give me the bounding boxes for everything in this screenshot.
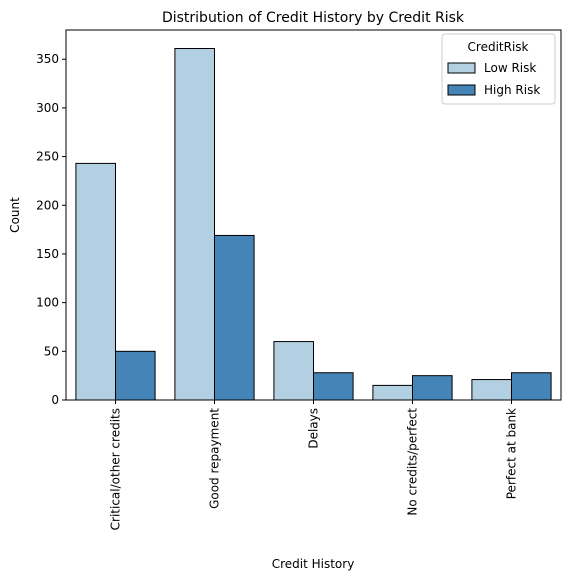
bar-low-risk xyxy=(75,162,116,401)
legend: CreditRisk Low Risk High Risk xyxy=(441,33,556,105)
y-tick-label: 350 xyxy=(36,52,59,66)
y-tick-label: 200 xyxy=(36,198,59,212)
x-axis-label: Credit History xyxy=(272,557,355,571)
x-tick-label: Perfect at bank xyxy=(505,408,519,499)
y-tick-label: 150 xyxy=(36,247,59,261)
y-axis-label: Count xyxy=(8,197,22,233)
bar-low-risk xyxy=(372,384,413,401)
chart-title: Distribution of Credit History by Credit… xyxy=(162,10,465,26)
bar-high-risk xyxy=(313,372,354,401)
y-tick-label: 300 xyxy=(36,101,59,115)
x-tick-label: Delays xyxy=(307,408,321,449)
y-tick-label: 250 xyxy=(36,150,59,164)
legend-title: CreditRisk xyxy=(468,40,529,54)
x-tick-label: No credits/perfect xyxy=(406,408,420,516)
legend-label-low-risk: Low Risk xyxy=(484,61,536,75)
legend-label-high-risk: High Risk xyxy=(484,83,540,97)
legend-swatch-low-risk xyxy=(447,62,476,74)
legend-swatch-high-risk xyxy=(447,84,476,96)
bar-high-risk xyxy=(214,234,255,401)
bar-low-risk xyxy=(471,379,512,401)
bar-high-risk xyxy=(412,375,453,401)
plot-area: 0 50 100 150 200 250 300 350 Critical/other cred… xyxy=(36,29,562,530)
bar-high-risk xyxy=(115,350,156,401)
x-tick-label: Critical/other credits xyxy=(109,408,123,530)
bar-low-risk xyxy=(273,341,314,401)
x-tick-label: Good repayment xyxy=(208,408,222,509)
bar-low-risk xyxy=(174,48,215,401)
y-tick-label: 50 xyxy=(44,344,59,358)
y-tick-label: 100 xyxy=(36,296,59,310)
y-tick-label: 0 xyxy=(51,393,59,407)
bar-high-risk xyxy=(511,372,552,401)
